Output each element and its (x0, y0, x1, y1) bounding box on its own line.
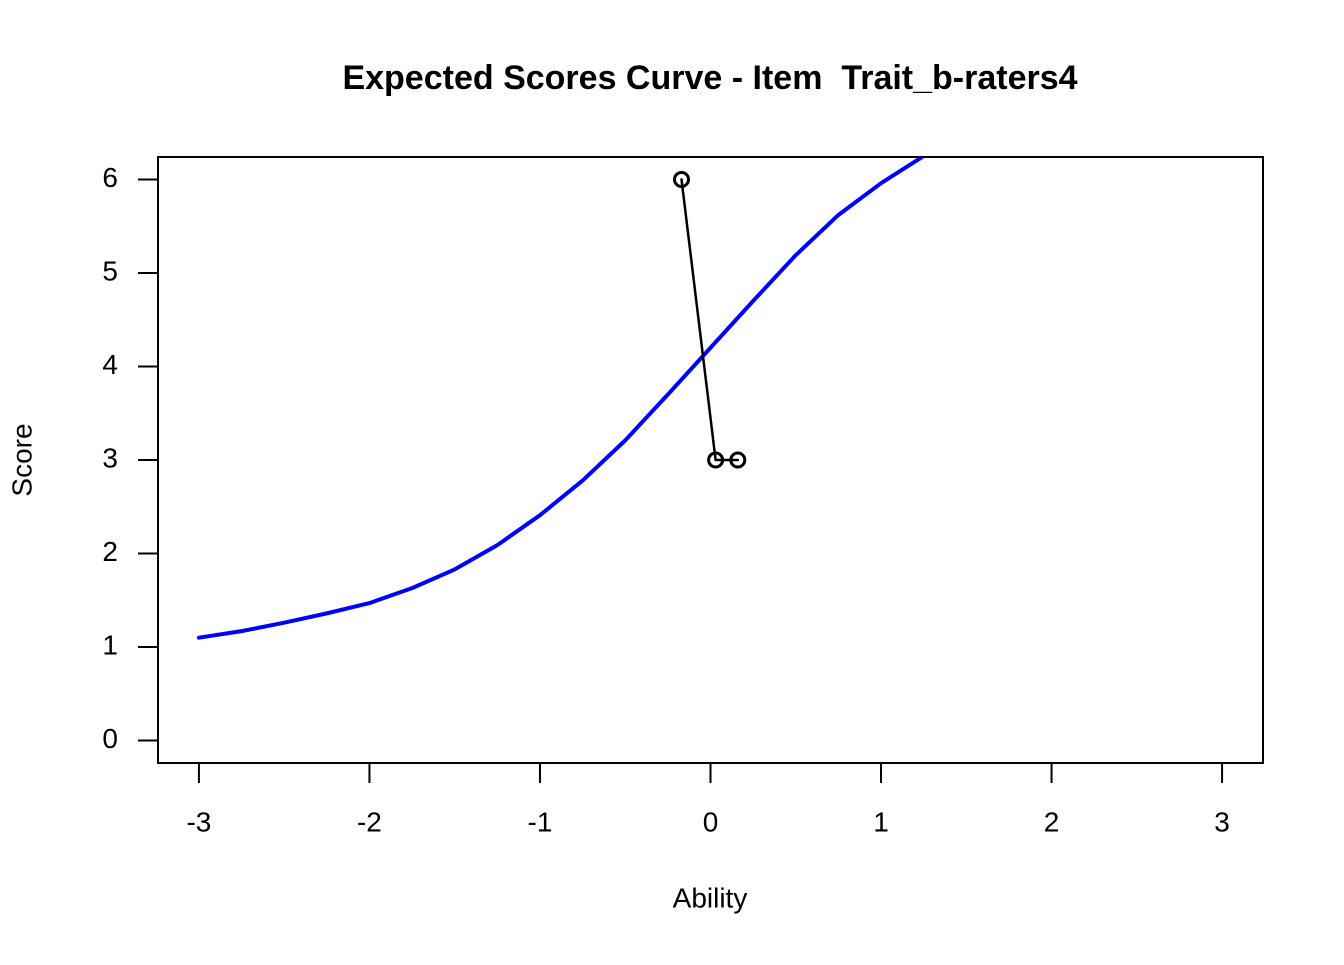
y-tick-label: 5 (102, 255, 118, 286)
series-line (196, 157, 926, 640)
x-tick-label: -3 (186, 806, 211, 837)
x-tick-label: 3 (1214, 806, 1230, 837)
y-tick-label: 4 (102, 349, 118, 380)
x-tick-label: 1 (873, 806, 889, 837)
point (707, 451, 725, 469)
y-axis-label: Score (6, 423, 37, 496)
x-tick-label: 0 (703, 806, 719, 837)
point (729, 451, 747, 469)
x-tick-label: -2 (357, 806, 382, 837)
chart-title: Expected Scores Curve - Item Trait_b-rat… (342, 59, 1077, 97)
y-tick-label: 0 (102, 723, 118, 754)
x-tick-label: 2 (1044, 806, 1060, 837)
x-axis-label: Ability (673, 882, 748, 913)
y-tick-label: 1 (102, 629, 118, 660)
plot-area (196, 157, 926, 640)
y-tick-label: 2 (102, 536, 118, 567)
y-tick-label: 6 (102, 162, 118, 193)
point (673, 170, 691, 188)
y-tick-label: 3 (102, 442, 118, 473)
x-tick-label: -1 (528, 806, 553, 837)
